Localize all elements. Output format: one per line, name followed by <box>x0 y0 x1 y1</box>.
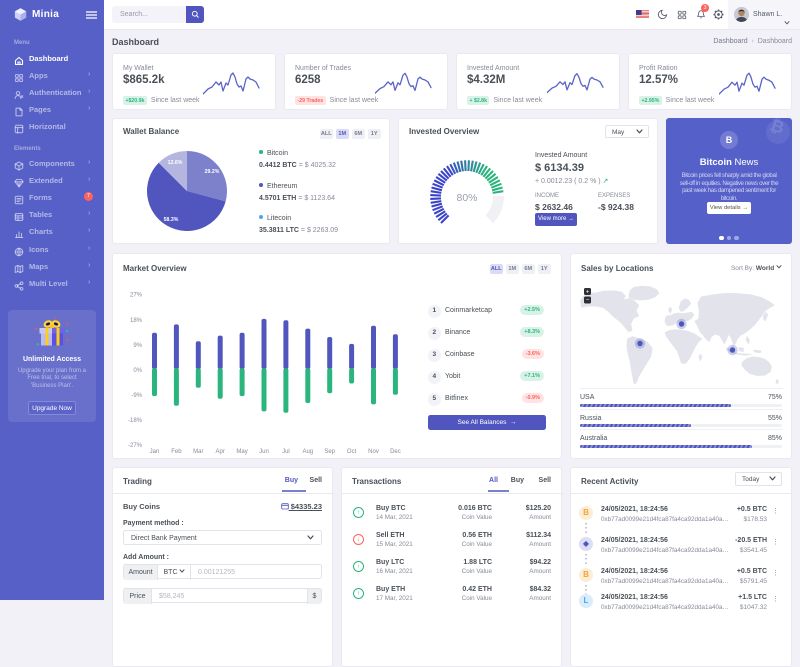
svg-text:Aug: Aug <box>302 449 313 455</box>
svg-text:80%: 80% <box>456 192 477 204</box>
svg-text:−: − <box>586 298 590 304</box>
svg-text:9%: 9% <box>133 343 142 349</box>
svg-text:12.6%: 12.6% <box>168 160 183 166</box>
svg-text:+: + <box>586 289 590 295</box>
svg-text:Oct: Oct <box>347 449 357 455</box>
svg-text:27%: 27% <box>130 293 143 299</box>
svg-text:Dec: Dec <box>390 449 401 455</box>
svg-text:Jul: Jul <box>282 449 290 455</box>
svg-text:Jan: Jan <box>150 449 160 455</box>
svg-text:-18%: -18% <box>128 418 143 424</box>
svg-text:-27%: -27% <box>128 443 143 449</box>
svg-text:Jun: Jun <box>259 449 269 455</box>
svg-text:Nov: Nov <box>368 449 379 455</box>
svg-text:-9%: -9% <box>131 393 142 399</box>
svg-text:58.3%: 58.3% <box>164 217 179 223</box>
svg-text:Apr: Apr <box>216 449 225 455</box>
svg-text:Mar: Mar <box>193 449 203 455</box>
svg-text:18%: 18% <box>130 318 143 324</box>
svg-text:May: May <box>236 449 247 455</box>
svg-text:29.2%: 29.2% <box>205 169 220 175</box>
svg-text:Feb: Feb <box>171 449 182 455</box>
svg-text:Sep: Sep <box>324 449 335 455</box>
svg-text:0%: 0% <box>133 368 142 374</box>
